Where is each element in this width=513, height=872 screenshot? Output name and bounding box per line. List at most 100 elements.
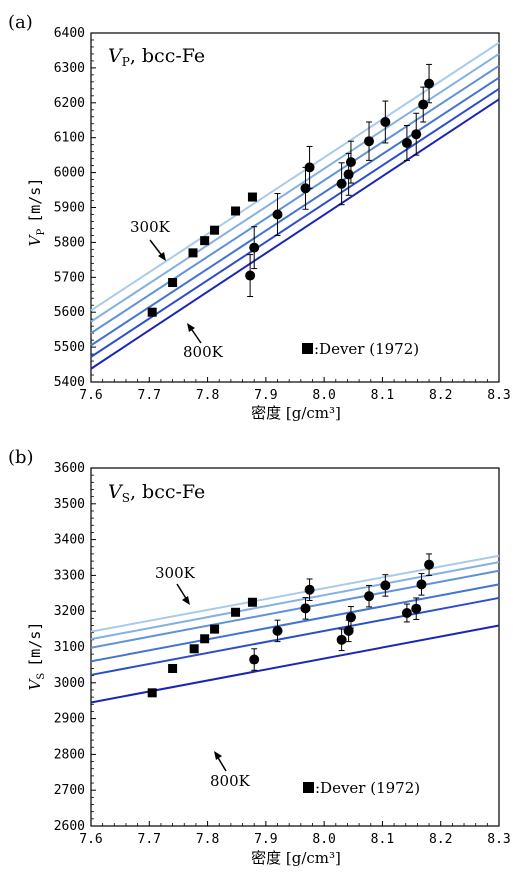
measurement-point (345, 157, 356, 168)
measurement-point (411, 603, 422, 614)
x-tick-label: 7.7 (138, 388, 161, 403)
arrow-300k-head-b (182, 596, 190, 605)
y-tick-label: 5700 (54, 270, 85, 285)
measurement-point (272, 625, 283, 636)
plot-area-a (90, 32, 500, 383)
dever-point (247, 192, 257, 202)
dever-point (168, 663, 178, 673)
y-tick-label: 6100 (54, 131, 85, 146)
model-line (90, 583, 500, 663)
y-tick-label: 6000 (54, 166, 85, 181)
y-tick-label: 5500 (54, 340, 85, 355)
y-tick-label: 5600 (54, 305, 85, 320)
panel-b: (b) VS[m/s] 7.6 7.7 7.8 7.9 8.0 8.1 8.2 8.3 2600… (8, 447, 511, 867)
arrow-300k-head-a (158, 252, 166, 261)
measurement-point (336, 178, 347, 189)
measurement-point (401, 137, 412, 148)
measurement-point (343, 625, 354, 636)
dever-point (188, 248, 198, 258)
measurement-point (424, 78, 435, 89)
x-tick-label: 8.3 (487, 388, 510, 403)
dever-point (247, 597, 257, 607)
x-tick-label: 7.9 (254, 832, 277, 847)
measurement-point (411, 129, 422, 140)
ticks-b: 7.6 7.7 7.8 7.9 8.0 8.1 8.2 8.3 2600 2700 2800 2900… (54, 461, 511, 847)
panel-label-a: (a) (8, 12, 33, 33)
measurement-point (272, 209, 283, 220)
measurement-point (249, 242, 260, 253)
y-tick-label: 6300 (54, 61, 85, 76)
x-tick-label: 8.2 (429, 388, 452, 403)
model-line (90, 41, 500, 312)
measurement-point (364, 136, 375, 147)
x-tick-label: 8.3 (487, 832, 510, 847)
dever-point (147, 688, 157, 698)
measurement-point (416, 579, 427, 590)
x-tick-label: 7.6 (79, 832, 102, 847)
model-line (90, 88, 500, 358)
y-tick-label: 6200 (54, 96, 85, 111)
measurement-point (249, 654, 260, 665)
x-tick-label: 8.1 (371, 832, 394, 847)
dever-point (231, 206, 241, 216)
arrow-800k-head-a (187, 323, 195, 332)
y-tick-label: 5400 (54, 375, 85, 390)
model-line (90, 98, 500, 370)
measurement-point (343, 169, 354, 180)
dever-point (189, 644, 199, 654)
model-line (90, 624, 500, 704)
model-line (90, 76, 500, 347)
legend-text-a: :Dever (1972) (314, 340, 419, 358)
x-tick-label: 7.8 (196, 832, 219, 847)
y-tick-label: 2700 (54, 783, 85, 798)
dever-point (200, 634, 210, 644)
dever-point (210, 624, 220, 634)
dever-point (168, 278, 178, 288)
annotation-300k-b: 300K (155, 564, 196, 582)
x-axis-label-a: 密度 [g/cm³] (251, 404, 341, 422)
arrow-300k-b (176, 583, 188, 601)
model-lines-b (90, 554, 500, 704)
y-axis-label-a: VP[m/s] (26, 178, 47, 247)
plot-area-b (90, 467, 500, 827)
y-tick-label: 6400 (54, 26, 85, 41)
x-axis-label-b: 密度 [g/cm³] (251, 849, 341, 867)
model-line (90, 561, 500, 641)
x-tick-label: 8.2 (429, 832, 452, 847)
measurement-point (380, 116, 391, 127)
measurement-point (424, 559, 435, 570)
dever-point (200, 236, 210, 246)
measurement-point (345, 612, 356, 623)
chart-title-a: VP, bcc-Fe (108, 45, 205, 69)
arrow-800k-head-b (214, 751, 222, 760)
x-tick-label: 8.0 (312, 832, 335, 847)
x-tick-label: 7.6 (79, 388, 102, 403)
arrow-800k-b (216, 755, 227, 772)
model-line (90, 554, 500, 633)
measurement-point (304, 162, 315, 173)
model-line (90, 569, 500, 649)
annotation-800k-a: 800K (183, 343, 224, 361)
annotation-800k-b: 800K (210, 772, 251, 790)
chart-title-b: VS, bcc-Fe (108, 481, 205, 505)
measurement-point (245, 270, 256, 281)
x-tick-label: 8.1 (371, 388, 394, 403)
x-tick-label: 7.9 (254, 388, 277, 403)
ticks-a: 7.6 7.7 7.8 7.9 8.0 8.1 8.2 8.3 5400 5500 5600 5700… (54, 26, 511, 403)
legend-text-b: :Dever (1972) (315, 779, 420, 797)
y-tick-label: 3500 (54, 497, 85, 512)
panel-label-b: (b) (8, 447, 34, 468)
y-tick-label: 2800 (54, 747, 85, 762)
y-tick-label: 2900 (54, 712, 85, 727)
y-tick-label: 5800 (54, 235, 85, 250)
y-tick-label: 3000 (54, 676, 85, 691)
data-points-b (147, 553, 435, 698)
model-line (90, 64, 500, 334)
y-tick-label: 2600 (54, 819, 85, 834)
measurement-point (336, 634, 347, 645)
y-tick-label: 3600 (54, 461, 85, 476)
y-tick-label: 3300 (54, 568, 85, 583)
dever-point (147, 307, 157, 317)
measurement-point (300, 603, 311, 614)
